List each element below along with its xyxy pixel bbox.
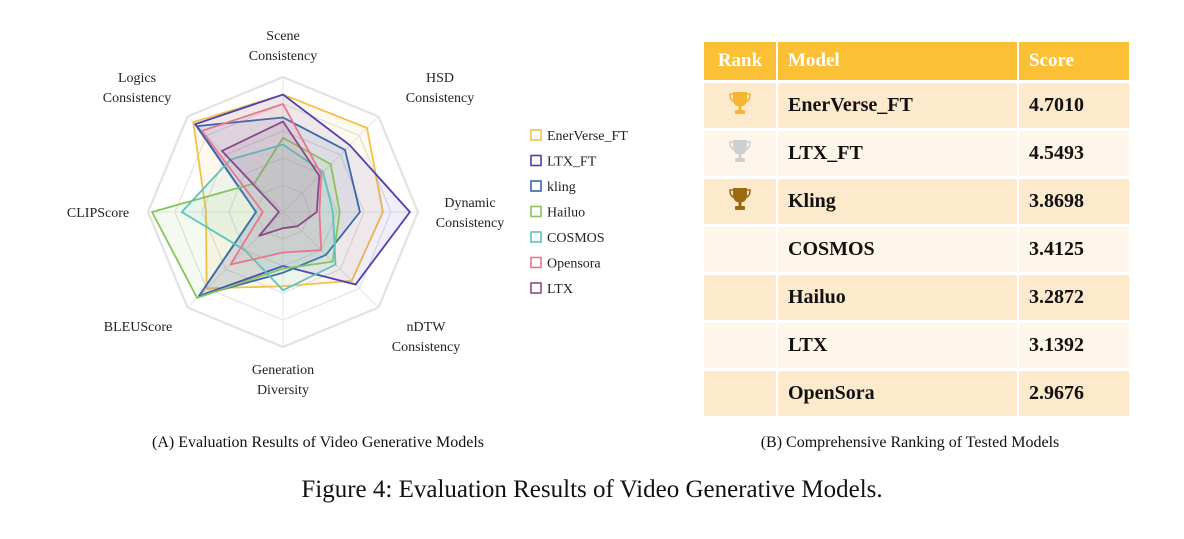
rank-cell [704, 368, 778, 416]
model-cell: COSMOS [777, 224, 1019, 274]
table-row: LTX_FT 4.5493 [704, 128, 1129, 178]
radar-axis-label: Logics [118, 71, 156, 86]
radar-axis-label: Consistency [406, 91, 474, 106]
legend-swatch [530, 154, 542, 167]
score-column-header: Score [1018, 42, 1129, 82]
radar-caption: (A) Evaluation Results of Video Generati… [152, 434, 484, 451]
legend-entry: COSMOS [547, 231, 605, 246]
legend-swatch [530, 256, 542, 269]
rank-cell [704, 80, 778, 130]
table-row: EnerVerse_FT 4.7010 [704, 80, 1129, 130]
radar-axis-label: Dynamic [444, 196, 495, 211]
model-cell: OpenSora [777, 368, 1019, 416]
rank-cell [704, 128, 778, 178]
radar-spoke [187, 211, 284, 308]
radar-axis-label: Scene [266, 29, 299, 44]
silver-trophy-icon [729, 139, 751, 162]
radar-chart: Scene Consistency HSD Consistency Dynamic Con… [67, 29, 628, 398]
radar-axis-labels: Scene Consistency HSD Consistency Dynamic Con… [67, 29, 504, 398]
rank-cell [704, 224, 778, 274]
legend-swatch [530, 231, 542, 243]
radar-axis-label: Consistency [392, 340, 460, 355]
radar-series-group [151, 93, 411, 299]
score-cell: 3.8698 [1018, 176, 1129, 226]
table-row: Kling 3.8698 [704, 176, 1129, 226]
model-cell: LTX_FT [777, 128, 1019, 178]
radar-axis-label: BLEUScore [104, 320, 172, 335]
radar-axis-label: Generation [252, 363, 314, 378]
legend-entry: kling [547, 180, 576, 195]
radar-axis-label: nDTW [407, 320, 447, 335]
table-caption: (B) Comprehensive Ranking of Tested Mode… [760, 434, 1060, 451]
score-cell: 3.2872 [1018, 272, 1129, 322]
series-hailuo [151, 136, 341, 299]
radar-axis-label: HSD [426, 71, 454, 86]
rank-cell [704, 272, 778, 322]
ranking-table-body: EnerVerse_FT 4.7010 LTX_FT 4.5493 Kling 3.869… [704, 80, 1129, 416]
table-row: COSMOS 3.4125 [704, 224, 1129, 274]
gold-trophy-icon [729, 91, 751, 114]
legend-swatch [530, 282, 542, 294]
radar-axis-label: CLIPScore [67, 206, 129, 221]
legend-entry: EnerVerse_FT [547, 129, 628, 144]
score-cell: 4.7010 [1018, 80, 1129, 130]
legend-swatch [530, 180, 542, 192]
score-cell: 4.5493 [1018, 128, 1129, 178]
table-row: OpenSora 2.9676 [704, 368, 1129, 416]
radar-axis-label: Consistency [103, 91, 171, 106]
rank-cell [704, 176, 778, 226]
model-cell: Kling [777, 176, 1019, 226]
model-cell: LTX [777, 320, 1019, 370]
legend-entry: Opensora [547, 257, 601, 272]
radar-axis-label: Consistency [436, 216, 504, 231]
radar-axis-label: Consistency [249, 49, 317, 64]
table-row: Hailuo 3.2872 [704, 272, 1129, 322]
legend-entry: LTX_FT [547, 155, 597, 170]
bronze-trophy-icon [729, 187, 751, 210]
figure-caption: Figure 4: Evaluation Results of Video Ge… [301, 476, 883, 503]
table-row: LTX 3.1392 [704, 320, 1129, 370]
radar-axis-label: Diversity [257, 383, 309, 398]
rank-cell [704, 320, 778, 370]
model-column-header: Model [777, 42, 1019, 82]
score-cell: 3.4125 [1018, 224, 1129, 274]
score-cell: 2.9676 [1018, 368, 1129, 416]
legend-entry: Hailuo [547, 206, 585, 221]
legend-swatch [530, 129, 542, 141]
legend-entry: LTX [547, 282, 573, 297]
model-cell: Hailuo [777, 272, 1019, 322]
rank-column-header: Rank [704, 42, 778, 82]
ranking-table: Rank Model Score EnerVerse_FT 4.7010 LTX_F… [704, 42, 1129, 416]
series-opensora [200, 103, 323, 266]
ranking-header-row: Rank Model Score [704, 42, 1129, 82]
legend-swatch [530, 205, 542, 218]
series-ltx [221, 120, 321, 237]
score-cell: 3.1392 [1018, 320, 1129, 370]
model-cell: EnerVerse_FT [777, 80, 1019, 130]
radar-spoke [282, 211, 379, 308]
